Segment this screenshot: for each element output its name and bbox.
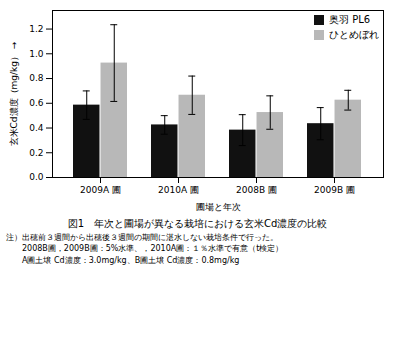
svg-text:玄米Cd濃度（mg/kg） →: 玄米Cd濃度（mg/kg） → <box>9 41 19 146</box>
svg-text:1.0: 1.0 <box>29 49 44 59</box>
svg-text:1.2: 1.2 <box>29 24 43 34</box>
svg-text:2009A 圃: 2009A 圃 <box>80 185 121 195</box>
html-text:A圃土壌 Cd濃度：3.0mg/kg、B圃土壌 Cd濃度：0: A圃土壌 Cd濃度：3.0mg/kg、B圃土壌 Cd濃度：0.8mg/kg <box>6 255 240 265</box>
svg-text:2010A 圃: 2010A 圃 <box>158 185 199 195</box>
svg-text:2009B 圃: 2009B 圃 <box>314 185 355 195</box>
html-text:2008B圃，2009B圃：5%水準、，2010A圃：１％水: 2008B圃，2009B圃：5%水準、，2010A圃：１％水準で有意（t検定） <box>6 244 284 254</box>
svg-text:0.2: 0.2 <box>29 148 43 158</box>
svg-text:2008B 圃: 2008B 圃 <box>236 185 277 195</box>
svg-text:圃場と年次: 圃場と年次 <box>196 202 241 212</box>
html-text:奥羽 PL6: 奥羽 PL6 <box>329 14 371 25</box>
html-text:ひとめぼれ: ひとめぼれ <box>329 29 379 40</box>
html-text:図1 年次と圃場が異なる栽培における玄米Cd濃度の比較: 図1 年次と圃場が異なる栽培における玄米Cd濃度の比較 <box>67 218 328 229</box>
svg-text:0.0: 0.0 <box>29 172 44 182</box>
svg-text:0.6: 0.6 <box>29 98 44 108</box>
svg-text:0.4: 0.4 <box>29 123 44 133</box>
html-text:注）出穂前３週間から出穂後３週間の期間に湛水しない栽培条件で: 注）出穂前３週間から出穂後３週間の期間に湛水しない栽培条件で行った。 <box>6 233 278 242</box>
svg-text:0.8: 0.8 <box>29 73 44 83</box>
